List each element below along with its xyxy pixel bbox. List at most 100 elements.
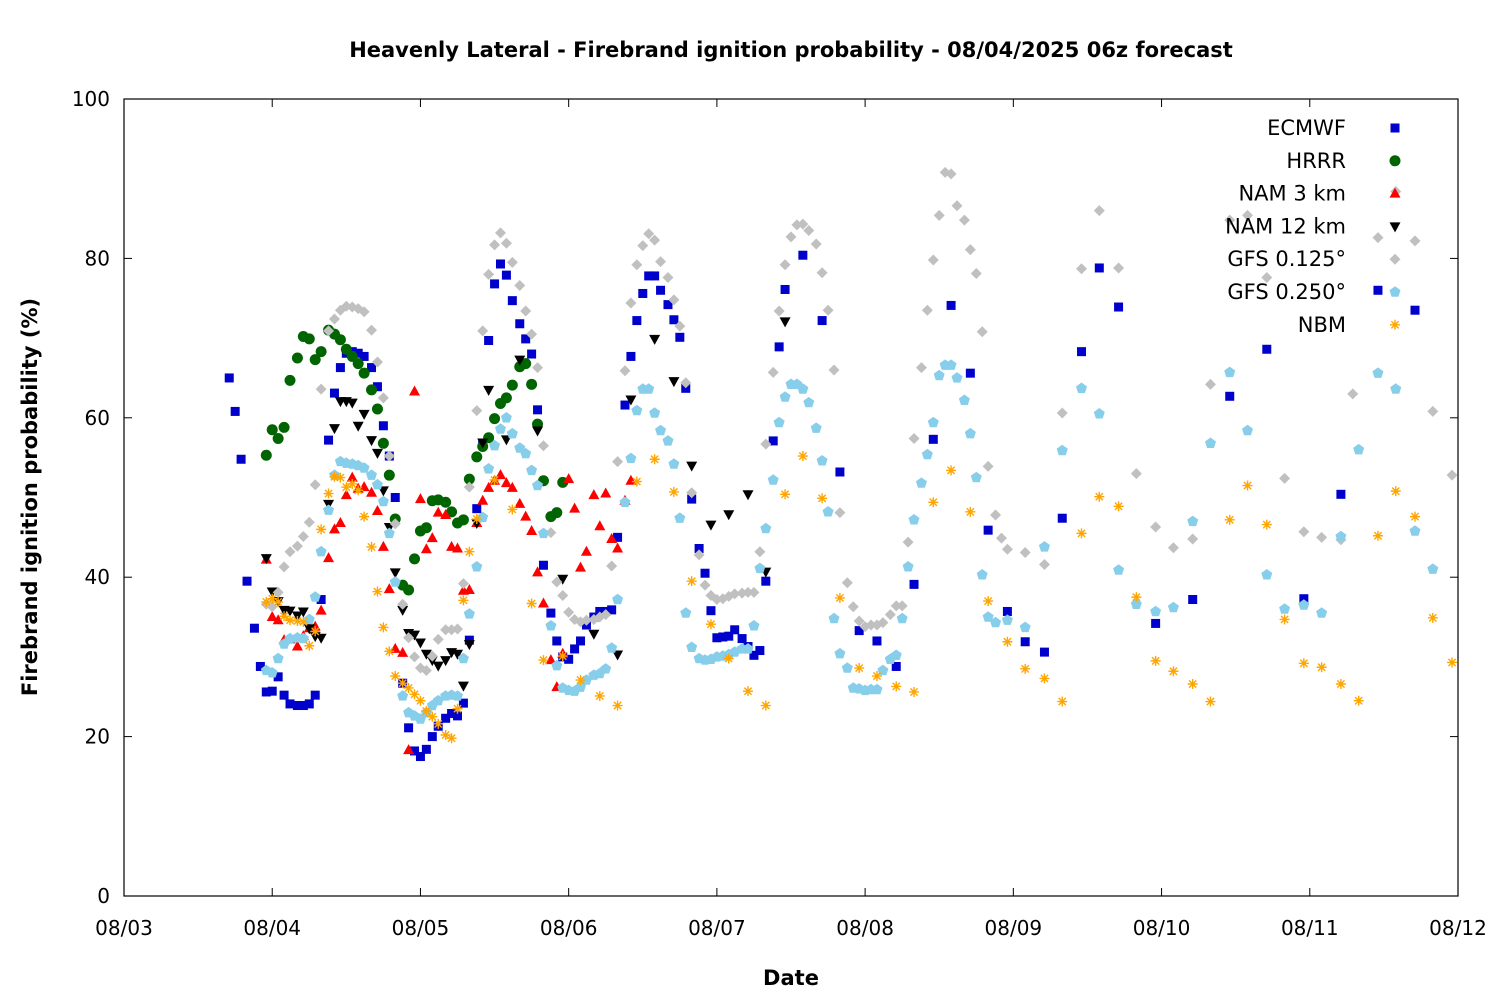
data-point <box>575 675 586 686</box>
data-point <box>421 706 432 717</box>
data-point <box>1353 695 1364 706</box>
data-point <box>463 583 475 594</box>
data-point <box>1167 542 1179 554</box>
data-point <box>743 686 754 697</box>
chart-title: Heavenly Lateral - Firebrand ignition pr… <box>349 38 1233 62</box>
data-point <box>822 304 834 316</box>
data-point <box>674 320 686 332</box>
data-point <box>737 634 747 644</box>
data-point <box>927 254 939 266</box>
data-point <box>834 647 846 659</box>
data-point <box>458 698 468 708</box>
y-tick-label: 40 <box>85 565 110 589</box>
data-point <box>816 455 828 466</box>
legend-marker <box>1390 123 1400 133</box>
data-point <box>500 477 512 488</box>
data-point <box>687 494 697 504</box>
data-point <box>551 507 563 519</box>
data-point <box>767 474 779 485</box>
data-point <box>643 228 655 240</box>
data-point <box>780 489 791 500</box>
x-tick-label: 08/10 <box>1133 916 1191 940</box>
data-point <box>457 681 469 692</box>
data-point <box>1224 514 1235 525</box>
data-point <box>420 649 432 660</box>
data-point <box>686 576 697 587</box>
data-point <box>1353 443 1365 455</box>
data-point <box>378 421 388 431</box>
data-point <box>303 516 315 528</box>
data-point <box>557 574 569 585</box>
data-point <box>315 545 327 557</box>
y-tick-label: 80 <box>85 246 110 270</box>
data-point <box>404 723 414 733</box>
data-point <box>366 541 377 552</box>
data-point <box>662 272 674 284</box>
data-point <box>489 474 500 485</box>
data-point <box>1020 637 1030 647</box>
data-point <box>1002 606 1012 616</box>
data-point <box>273 672 283 682</box>
data-point <box>723 510 735 521</box>
data-point <box>1261 272 1273 284</box>
data-point <box>1409 235 1421 247</box>
data-point <box>432 694 444 706</box>
data-point <box>595 606 605 616</box>
data-point <box>557 590 569 602</box>
data-point <box>686 641 698 652</box>
data-point <box>1372 367 1384 378</box>
data-point <box>576 636 586 646</box>
data-point <box>982 611 994 622</box>
data-point <box>921 304 933 316</box>
data-point <box>500 392 512 404</box>
data-point <box>272 652 284 664</box>
data-point <box>619 496 631 507</box>
data-point <box>638 288 648 298</box>
data-point <box>1316 607 1328 618</box>
x-tick-label: 08/03 <box>95 916 153 940</box>
data-point <box>551 576 563 588</box>
data-point <box>580 545 592 556</box>
data-point <box>723 653 734 664</box>
data-point <box>291 540 303 552</box>
data-point <box>1056 407 1068 419</box>
data-point <box>909 686 920 697</box>
data-point <box>908 433 920 445</box>
x-tick-label: 08/04 <box>243 916 301 940</box>
data-point <box>285 699 295 709</box>
data-point <box>1409 525 1421 536</box>
data-point <box>1168 666 1179 677</box>
data-point <box>990 509 1002 521</box>
data-point <box>303 624 315 635</box>
data-point <box>649 334 661 345</box>
data-point <box>625 297 637 309</box>
data-point <box>477 438 489 449</box>
data-point <box>420 543 432 554</box>
data-point <box>668 377 680 388</box>
data-point <box>730 625 740 635</box>
data-point <box>748 586 760 598</box>
data-point <box>841 577 853 589</box>
data-point <box>563 606 575 618</box>
data-point <box>749 650 759 660</box>
data-point <box>853 615 865 627</box>
data-point <box>945 359 957 370</box>
legend-marker <box>1389 222 1401 233</box>
data-point <box>625 452 637 464</box>
data-point <box>674 512 686 523</box>
data-point <box>773 305 785 317</box>
data-point <box>329 388 339 398</box>
data-point <box>309 479 321 491</box>
data-point <box>272 614 284 625</box>
data-point <box>432 661 444 672</box>
legend-label: GFS 0.250° <box>1227 280 1346 304</box>
data-point <box>371 448 383 459</box>
data-point <box>1057 513 1067 523</box>
data-point <box>532 362 544 374</box>
data-point <box>964 427 976 439</box>
data-point <box>346 398 358 409</box>
data-point <box>564 654 574 664</box>
data-point <box>328 424 340 435</box>
data-point <box>526 378 538 390</box>
data-point <box>1347 388 1359 400</box>
